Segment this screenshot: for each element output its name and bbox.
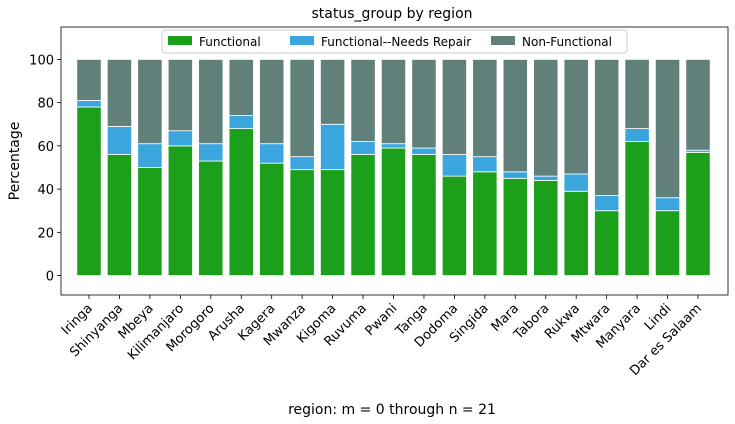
bar-functional-dar-es-salaam (685, 151, 711, 276)
bar-functional-ruvuma (350, 154, 376, 276)
bar-functional-needs-repair-mbeya (137, 143, 163, 168)
bar-non-functional-manyara (624, 59, 650, 129)
bar-functional-mtwara (594, 210, 620, 276)
bar-functional-kilimanjaro (167, 145, 193, 276)
bar-non-functional-kagera (259, 59, 285, 145)
chart-title: status_group by region (311, 6, 472, 22)
bar-functional-shinyanga (106, 154, 133, 276)
x-axis-label: region: m = 0 through n = 21 (288, 402, 496, 418)
bar-functional-needs-repair-pwani (380, 143, 407, 149)
bar-functional-needs-repair-shinyanga (106, 126, 133, 155)
bar-functional-needs-repair-rukwa (563, 173, 589, 192)
bar-functional-dodoma (441, 175, 467, 276)
bar-functional-needs-repair-singida (472, 156, 498, 173)
x-axis: IringaShinyangaMbeyaKilimanjaroMorogoroA… (59, 295, 705, 379)
bar-functional-needs-repair-iringa (76, 100, 102, 108)
bar-functional-needs-repair-mwanza (289, 156, 315, 171)
bar-functional-needs-repair-mara (502, 171, 528, 179)
legend-swatch-functional (168, 36, 192, 45)
bar-functional-singida (472, 171, 498, 276)
legend-swatch-non-functional (491, 36, 515, 45)
bar-non-functional-dodoma (441, 59, 467, 155)
bar-non-functional-ruvuma (350, 59, 376, 142)
bar-functional-needs-repair-morogoro (198, 143, 224, 162)
bar-functional-mara (502, 177, 528, 276)
bar-functional-needs-repair-lindi (654, 197, 681, 212)
bar-functional-needs-repair-kigoma (320, 123, 346, 171)
bar-functional-kigoma (320, 169, 346, 276)
y-tick-label: 60 (37, 140, 54, 155)
bar-functional-pwani (380, 147, 407, 276)
bar-functional-needs-repair-mtwara (594, 195, 620, 212)
bar-non-functional-shinyanga (106, 59, 133, 127)
y-tick-label: 80 (37, 97, 54, 112)
bar-functional-iringa (76, 106, 102, 276)
bar-functional-manyara (624, 141, 650, 276)
y-axis: 0 20 40 60 80 100 (29, 53, 61, 285)
bar-functional-needs-repair-dodoma (441, 154, 467, 177)
legend-label: Functional--Needs Repair (321, 35, 471, 49)
bar-functional-lindi (654, 210, 681, 276)
bar-functional-needs-repair-tabora (533, 175, 559, 181)
y-tick-label: 20 (37, 226, 54, 241)
bar-functional-rukwa (563, 190, 589, 276)
bar-non-functional-kilimanjaro (167, 59, 193, 132)
bar-functional-needs-repair-kilimanjaro (167, 130, 193, 147)
bar-functional-needs-repair-kagera (259, 143, 285, 164)
bar-non-functional-dar-es-salaam (685, 59, 711, 151)
bar-functional-mwanza (289, 169, 315, 276)
bar-non-functional-mwanza (289, 59, 315, 158)
bar-non-functional-mtwara (594, 59, 620, 196)
y-tick-label: 40 (37, 183, 54, 198)
bar-non-functional-mara (502, 59, 528, 173)
legend-label: Functional (199, 35, 261, 49)
bar-functional-morogoro (198, 160, 224, 276)
legend-swatch-functional-needs-repair (290, 36, 314, 45)
bar-functional-needs-repair-manyara (624, 128, 650, 142)
bar-non-functional-tanga (411, 59, 437, 149)
bar-non-functional-pwani (380, 59, 407, 145)
bar-functional-kagera (259, 162, 285, 276)
bar-non-functional-arusha (228, 59, 254, 117)
legend-label: Non-Functional (522, 35, 612, 49)
bar-functional-tabora (533, 180, 559, 276)
bar-functional-mbeya (137, 167, 163, 276)
bar-functional-needs-repair-arusha (228, 115, 254, 129)
y-tick-label: 100 (29, 53, 54, 68)
legend-box (161, 29, 628, 54)
bar-non-functional-lindi (654, 59, 681, 199)
bar-functional-tanga (411, 154, 437, 276)
bar-non-functional-morogoro (198, 59, 224, 145)
bar-non-functional-iringa (76, 59, 102, 101)
bar-non-functional-kigoma (320, 59, 346, 125)
bar-non-functional-mbeya (137, 59, 163, 145)
bar-non-functional-singida (472, 59, 498, 158)
x-tick-label: Pwani (363, 301, 401, 339)
bars-layer (76, 59, 711, 276)
bar-functional-needs-repair-tanga (411, 147, 437, 155)
y-axis-label: Percentage (7, 122, 23, 201)
legend: Functional Functional--Needs Repair Non-Fu… (161, 29, 628, 54)
bar-non-functional-rukwa (563, 59, 589, 175)
bar-functional-needs-repair-ruvuma (350, 141, 376, 155)
y-tick-label: 0 (46, 270, 54, 285)
bar-functional-arusha (228, 128, 254, 276)
bar-non-functional-tabora (533, 59, 559, 177)
